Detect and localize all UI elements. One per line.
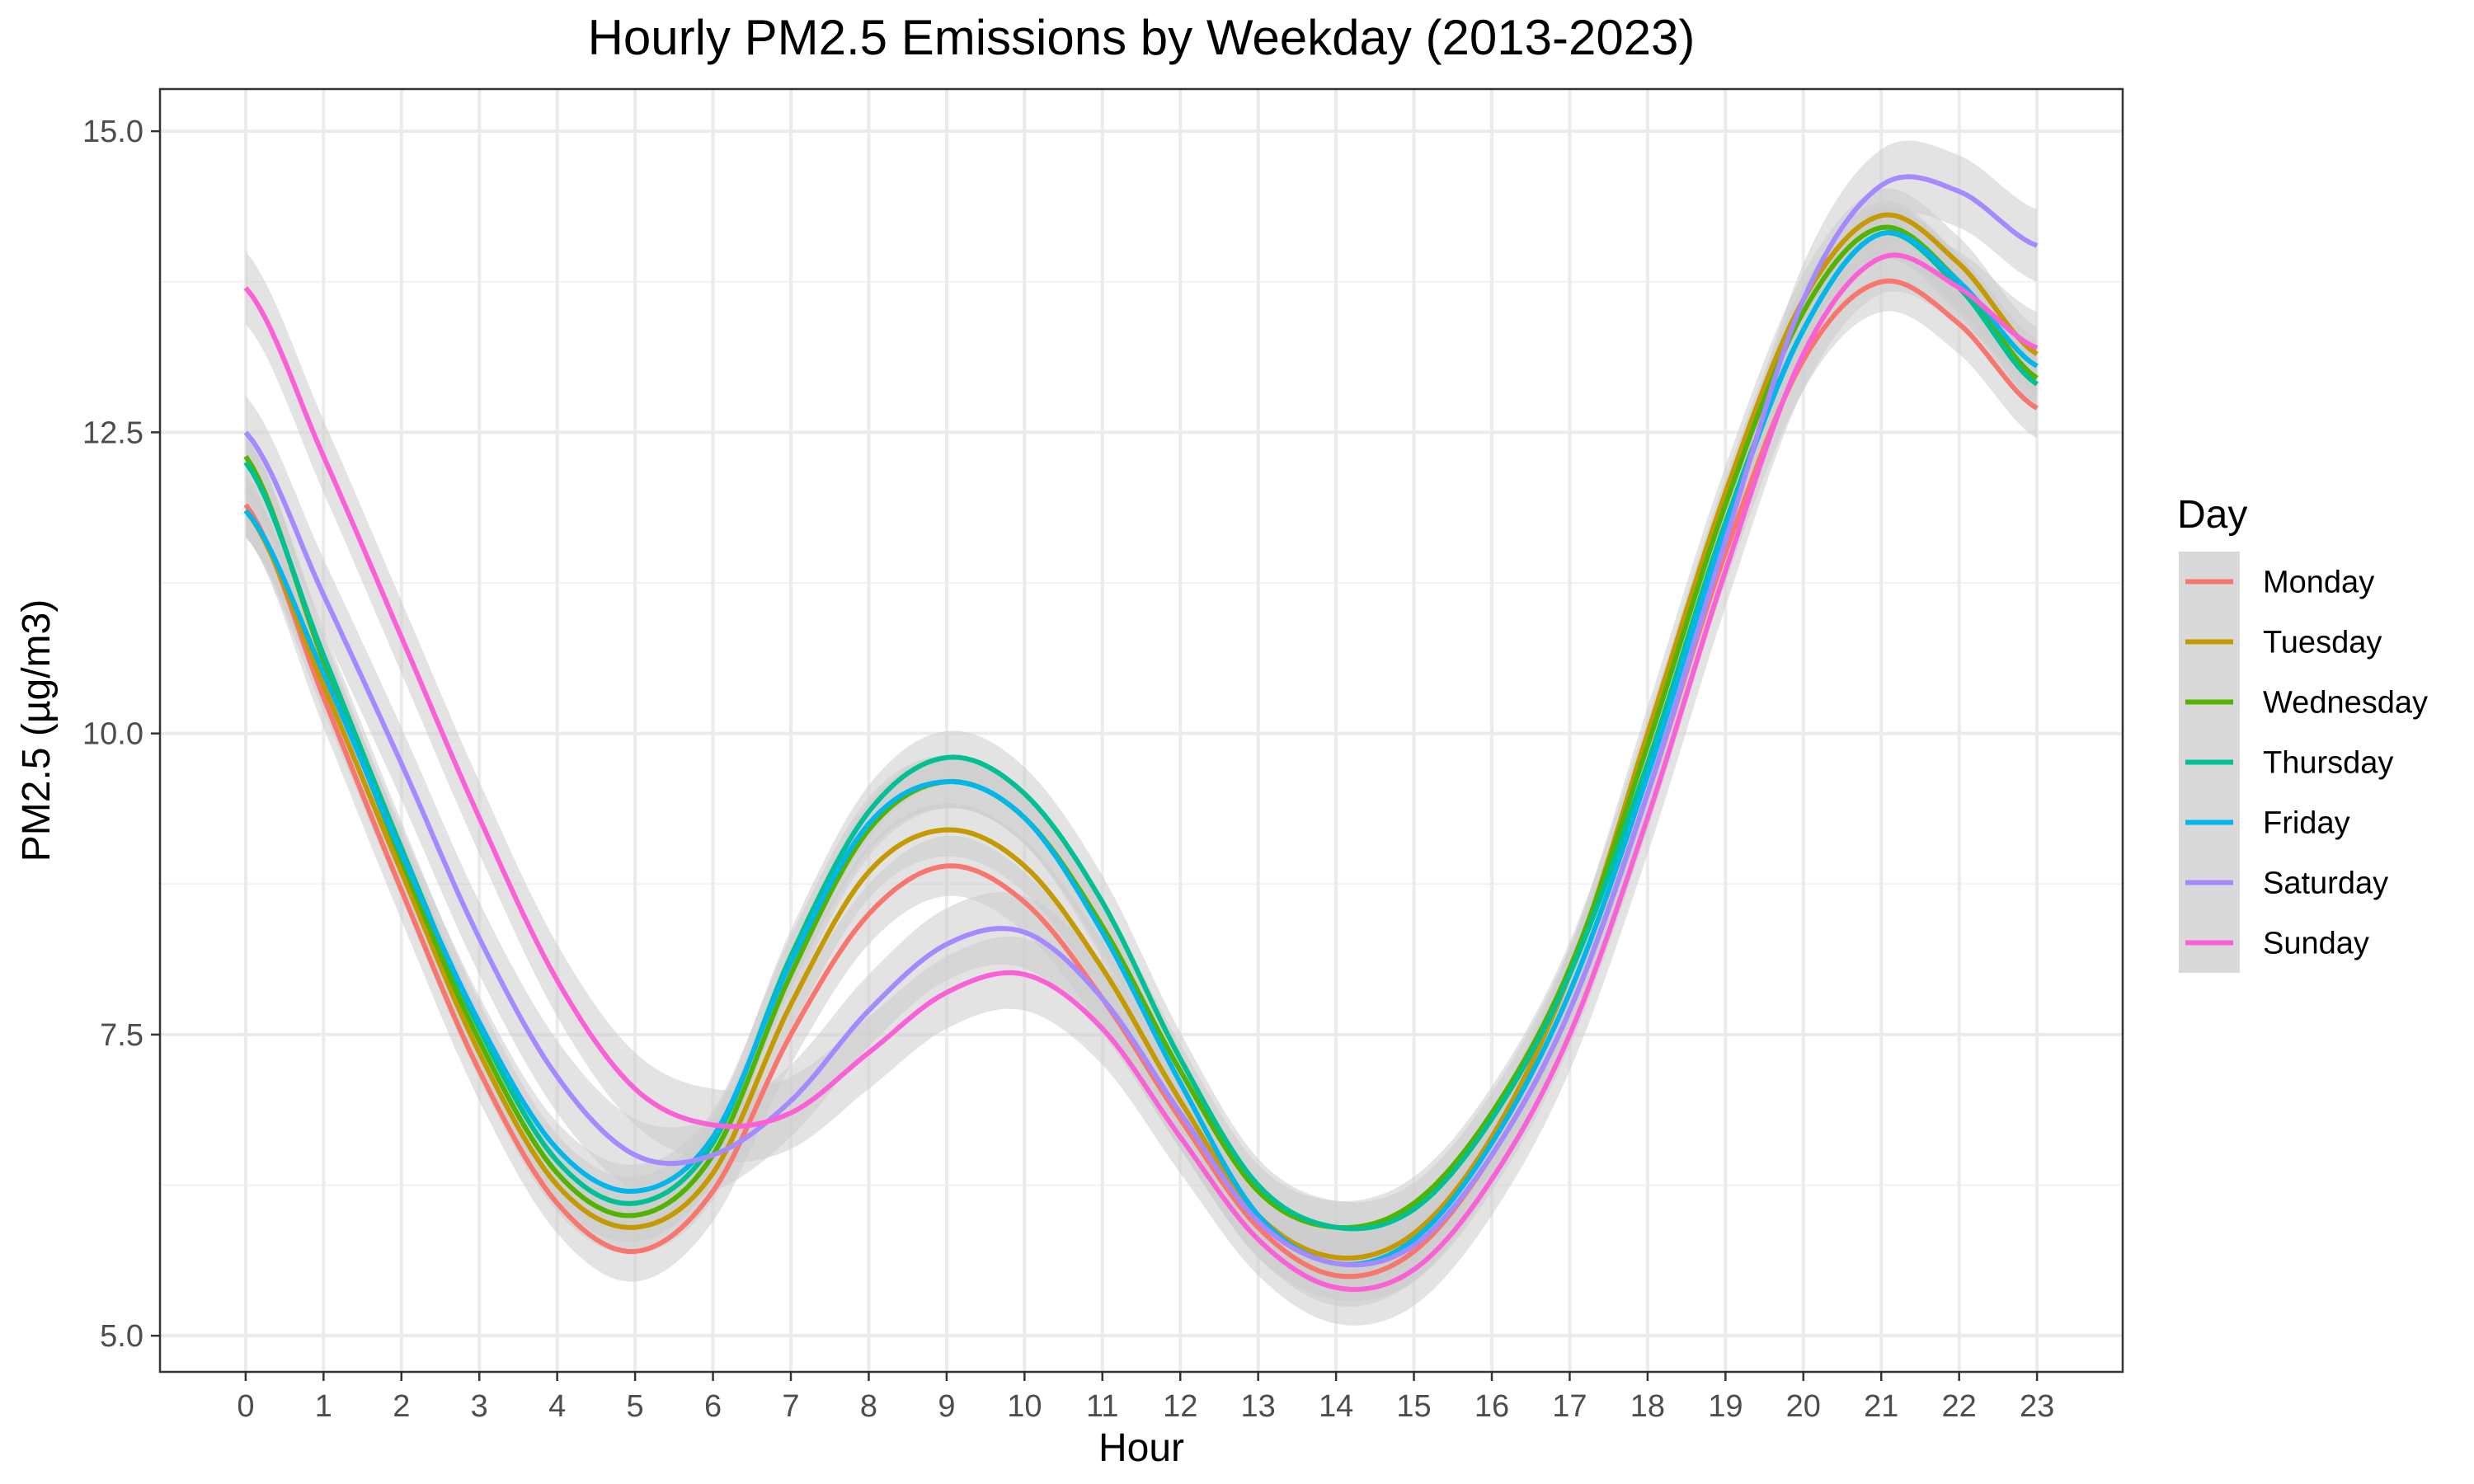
x-tick-label: 12	[1163, 1389, 1197, 1424]
x-tick-label: 4	[548, 1389, 566, 1424]
x-tick-label: 20	[1786, 1389, 1821, 1424]
x-tick-label: 11	[1086, 1389, 1118, 1424]
y-tick-label: 10.0	[82, 717, 143, 752]
plot-area: 5.07.510.012.515.00 1 2 3 4 5 6 7 8 9 10 11 12 13 14 15…	[82, 87, 2124, 1424]
x-tick-label: 7	[782, 1389, 799, 1424]
series-line-wednesday	[243, 224, 2039, 1231]
legend-label-tuesday: Tuesday	[2263, 626, 2382, 660]
chart-title: Hourly PM2.5 Emissions by Weekday (2013-…	[588, 10, 1696, 65]
x-tick-label: 14	[1319, 1389, 1353, 1424]
legend-label-sunday: Sunday	[2263, 927, 2369, 961]
legend-title: Day	[2177, 493, 2247, 537]
y-tick-label: 15.0	[82, 115, 143, 149]
x-tick-label: 3	[471, 1389, 488, 1424]
x-tick-label: 2	[393, 1389, 410, 1424]
y-tick-label: 5.0	[100, 1319, 143, 1354]
x-axis-title: Hour	[1098, 1426, 1184, 1470]
x-tick-label: 15	[1396, 1389, 1431, 1424]
x-tick-label: 13	[1241, 1389, 1276, 1424]
legend-label-thursday: Thursday	[2263, 746, 2393, 781]
legend: Day Monday Tuesday Wednesday Thursday Friday…	[2177, 493, 2428, 973]
legend-label-wednesday: Wednesday	[2263, 686, 2428, 721]
y-tick-label: 12.5	[82, 416, 143, 450]
x-tick-label: 0	[237, 1389, 254, 1424]
x-tick-label: 23	[2020, 1389, 2054, 1424]
x-tick-label: 22	[1942, 1389, 1977, 1424]
series-line-monday	[243, 278, 2039, 1280]
x-tick-label: 9	[938, 1389, 955, 1424]
y-tick-label: 7.5	[100, 1018, 143, 1053]
x-tick-label: 1	[315, 1389, 332, 1424]
x-tick-label: 21	[1864, 1389, 1898, 1424]
x-tick-label: 5	[627, 1389, 644, 1424]
series-line-sunday	[243, 252, 2039, 1292]
x-tick-label: 8	[860, 1389, 877, 1424]
confidence-band-sunday	[245, 218, 2038, 1326]
x-tick-label: 6	[704, 1389, 722, 1424]
y-axis-title: PM2.5 (µg/m3)	[15, 599, 59, 862]
plot-border	[158, 87, 2124, 1374]
x-tick-label: 16	[1475, 1389, 1509, 1424]
x-tick-label: 18	[1630, 1389, 1665, 1424]
legend-label-saturday: Saturday	[2263, 866, 2388, 901]
x-tick-label: 17	[1552, 1389, 1587, 1424]
series-line-tuesday	[243, 212, 2039, 1261]
x-tick-label: 10	[1007, 1389, 1042, 1424]
x-tick-label: 19	[1708, 1389, 1743, 1424]
series-line-saturday	[243, 174, 2039, 1268]
legend-label-friday: Friday	[2263, 806, 2350, 841]
legend-label-monday: Monday	[2263, 566, 2374, 600]
